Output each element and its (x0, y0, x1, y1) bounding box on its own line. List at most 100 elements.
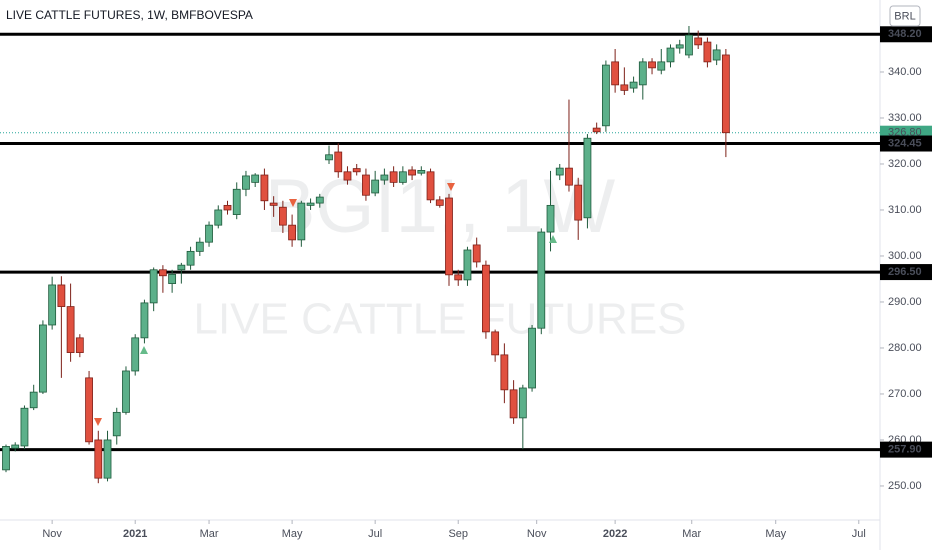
candle-body (509, 389, 518, 419)
candle-body (491, 331, 500, 356)
candle-body (703, 41, 712, 63)
candle-body (260, 174, 269, 202)
y-tick-label: 300.00 (888, 250, 922, 262)
candle-body (214, 209, 223, 226)
candle-body (629, 81, 638, 89)
signal-down (94, 418, 102, 426)
signal-down (289, 199, 297, 207)
candle-body (140, 302, 149, 339)
level-label: 348.20 (888, 28, 922, 40)
candle-body (11, 444, 20, 449)
x-tick-label: May (282, 528, 303, 540)
candle-body (223, 204, 232, 211)
y-tick-label: 310.00 (888, 204, 922, 216)
candle-body (186, 250, 195, 266)
candle-body (122, 370, 130, 413)
candle-body (638, 61, 647, 86)
signal-down (447, 183, 455, 191)
y-tick-label: 250.00 (888, 480, 922, 492)
y-tick-label: 270.00 (888, 388, 922, 400)
x-tick-label: 2021 (123, 528, 147, 540)
y-tick-label: 330.00 (888, 112, 922, 124)
candle-body (306, 202, 315, 206)
x-tick-label: Mar (200, 528, 219, 540)
signals (94, 183, 557, 426)
candle-body (648, 61, 656, 69)
candle-body (131, 337, 140, 372)
candle-body (48, 284, 57, 326)
candle-body (195, 241, 204, 252)
candle-body (66, 306, 75, 353)
candle-body (574, 184, 583, 221)
chart-title: LIVE CATTLE FUTURES, 1W, BMFBOVESPA (6, 8, 253, 22)
x-tick-label: Jul (852, 528, 866, 540)
candle-body (343, 171, 352, 181)
x-tick-label: May (765, 528, 786, 540)
candle-body (583, 137, 592, 219)
candle-body (472, 244, 481, 263)
candle-body (675, 44, 684, 49)
candle-body (657, 61, 666, 71)
candle-body (482, 264, 490, 333)
candle-body (454, 274, 463, 281)
candle-body (205, 224, 213, 243)
x-tick-label: Nov (527, 528, 547, 540)
candle-body (537, 231, 546, 329)
x-tick-label: Jul (368, 528, 382, 540)
candle-body (371, 179, 380, 194)
candle-body (85, 377, 93, 443)
axes: 250.00260.00270.00280.00290.00300.00310.… (42, 26, 932, 540)
candle-body (288, 224, 297, 241)
level-label: 296.50 (888, 266, 922, 278)
candle-body (315, 196, 324, 204)
candle-body (435, 199, 444, 206)
candle-body (103, 439, 112, 479)
candle-body (278, 206, 287, 226)
candle-body (666, 47, 675, 63)
candle-body (177, 264, 186, 271)
signal-up (140, 346, 148, 354)
levels (0, 32, 880, 452)
level-box (880, 441, 932, 458)
candle-body (546, 204, 555, 233)
currency-button[interactable] (889, 5, 921, 27)
candle-body (685, 34, 693, 56)
candle-body (149, 269, 158, 304)
level-label: 257.90 (888, 444, 922, 456)
candle-body (362, 174, 370, 196)
candle-body (611, 61, 620, 86)
candle-body (445, 197, 453, 276)
candle-body (528, 327, 536, 389)
y-tick-label: 320.00 (888, 158, 922, 170)
y-tick-label: 290.00 (888, 296, 922, 308)
candle-body (242, 175, 250, 190)
candle-body (334, 151, 343, 173)
candle-body (269, 202, 278, 206)
y-tick-label: 340.00 (888, 66, 922, 78)
candle-body (94, 439, 103, 479)
candle-body (721, 54, 730, 134)
candle-body (426, 171, 435, 201)
candle-body (555, 167, 564, 176)
x-tick-label: Sep (448, 528, 468, 540)
candle-body (251, 174, 260, 183)
candle-body (75, 337, 84, 353)
level-box (880, 264, 932, 281)
candle-body (112, 411, 121, 437)
x-tick-label: Mar (682, 528, 701, 540)
candle-body (297, 202, 306, 241)
candle-body (694, 37, 703, 46)
candle-body (57, 284, 66, 307)
candle-body (2, 446, 10, 471)
currency[interactable]: BRL (894, 10, 915, 22)
candle-body (408, 169, 416, 176)
watermark-name: LIVE CATTLE FUTURES (193, 295, 686, 344)
x-tick-label: Nov (42, 528, 62, 540)
candle-body (417, 170, 426, 174)
candle-body (39, 324, 47, 393)
candle-body (620, 84, 629, 91)
candle-body (601, 64, 610, 127)
candle-body (463, 249, 472, 281)
y-tick-label: 280.00 (888, 342, 922, 354)
